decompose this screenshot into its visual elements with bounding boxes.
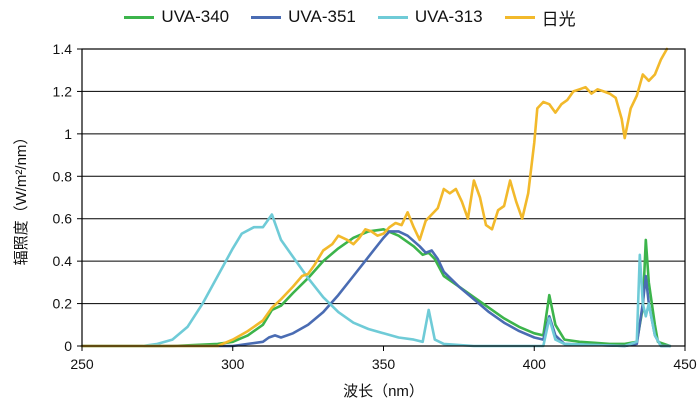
- legend-label-sunlight: 日光: [541, 9, 576, 29]
- legend-swatch-uva-340: [124, 15, 155, 19]
- plot-frame: [81, 48, 686, 347]
- y-tick-label: 0.2: [53, 296, 73, 312]
- series-line-0: [80, 228, 672, 348]
- y-tick-label: 0.6: [53, 211, 73, 227]
- x-tick-label: 350: [372, 356, 396, 372]
- legend-swatch-sunlight: [504, 15, 535, 19]
- y-tick-label: 1.4: [53, 41, 73, 57]
- gridlines: [82, 48, 685, 347]
- legend-item-uva-313: UVA-313: [377, 7, 483, 27]
- legend: UVA-340 UVA-351 UVA-313 日光: [0, 5, 700, 30]
- x-axis-title: 波长（nm）: [343, 383, 424, 400]
- legend-item-uva-351: UVA-351: [251, 7, 356, 27]
- series-lines: [80, 47, 672, 348]
- x-tick-label: 250: [70, 356, 94, 372]
- series-line-2: [80, 213, 672, 348]
- y-axis-ticks: 0 0.2 0.4 0.6 0.8 1 1.2 1.4: [53, 41, 82, 354]
- series-line-3: [80, 47, 669, 348]
- legend-label-uva-340: UVA-340: [161, 7, 230, 26]
- legend-label-uva-313: UVA-313: [414, 7, 483, 26]
- y-tick-label: 1.2: [53, 83, 73, 99]
- legend-swatch-uva-313: [377, 15, 408, 19]
- y-tick-label: 0.4: [53, 253, 73, 269]
- x-tick-label: 450: [673, 356, 697, 372]
- y-axis-title: 辐照度（W/m²/nm）: [13, 130, 30, 266]
- series-line-1: [80, 230, 672, 348]
- legend-item-uva-340: UVA-340: [124, 7, 229, 27]
- x-tick-label: 300: [221, 356, 245, 372]
- y-tick-label: 0.8: [53, 168, 73, 184]
- legend-swatch-uva-351: [251, 15, 282, 19]
- y-tick-label: 0: [64, 338, 72, 354]
- x-axis-ticks: 250 300 350 400 450: [70, 346, 697, 372]
- y-tick-label: 1: [64, 126, 72, 142]
- legend-label-uva-351: UVA-351: [288, 7, 356, 26]
- x-tick-label: 400: [523, 356, 547, 372]
- legend-item-sunlight: 日光: [504, 5, 576, 30]
